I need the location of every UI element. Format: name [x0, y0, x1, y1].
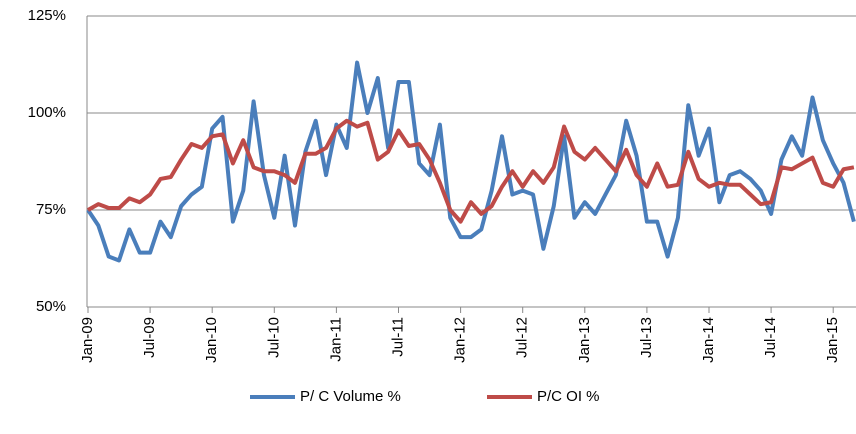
x-tick-label: Jul-14	[762, 317, 779, 358]
legend-label: P/ C Volume %	[300, 388, 401, 405]
x-tick-label: Jan-13	[576, 317, 593, 363]
x-tick-label: Jul-12	[514, 317, 531, 358]
y-tick-label: 100%	[28, 104, 66, 121]
x-tick-label: Jan-12	[452, 317, 469, 363]
legend-label: P/C OI %	[537, 388, 600, 405]
series-line	[87, 118, 855, 224]
y-tick-label: 50%	[36, 298, 66, 315]
x-tick-label: Jul-11	[389, 317, 406, 357]
x-tick-label: Jul-09	[141, 317, 158, 358]
x-tick-label: Jan-09	[79, 317, 96, 363]
x-tick-label: Jan-11	[327, 317, 344, 362]
x-tick-label: Jan-15	[824, 317, 841, 363]
series-line	[86, 60, 856, 263]
x-tick-label: Jul-13	[638, 317, 655, 358]
y-tick-label: 125%	[28, 7, 66, 24]
x-tick-label: Jan-14	[700, 317, 717, 363]
y-tick-label: 75%	[36, 201, 66, 218]
x-tick-label: Jul-10	[265, 317, 282, 358]
x-tick-label: Jan-10	[203, 317, 220, 363]
